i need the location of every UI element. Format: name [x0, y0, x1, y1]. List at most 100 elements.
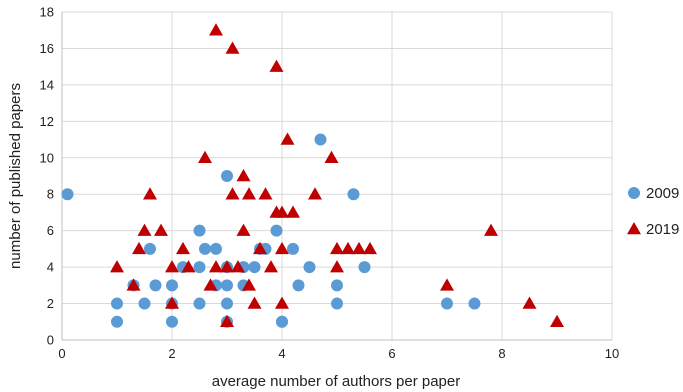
data-point-triangle [275, 241, 289, 255]
data-point-circle [193, 297, 206, 310]
data-point-circle [303, 261, 316, 274]
y-tick-label: 16 [40, 41, 54, 56]
data-point-circle [111, 297, 123, 310]
x-axis-label: average number of authors per paper [212, 373, 461, 390]
data-point-triangle [247, 296, 262, 309]
data-point-triangle [220, 314, 234, 328]
data-point-triangle [225, 187, 240, 200]
data-point-triangle [126, 278, 141, 291]
data-point-triangle [236, 169, 251, 182]
data-point-circle [248, 261, 261, 274]
data-point-circle [166, 315, 178, 328]
data-point-triangle [242, 278, 256, 291]
y-tick-label: 8 [47, 187, 54, 202]
data-point-triangle [132, 241, 146, 255]
data-point-triangle [484, 223, 498, 236]
data-point-circle [210, 242, 222, 255]
data-point-triangle [143, 187, 157, 200]
data-point-triangle [165, 260, 179, 273]
legend-label: 2019 [646, 221, 679, 238]
data-point-circle [111, 315, 123, 328]
x-tick-label: 8 [498, 346, 505, 361]
data-point-triangle [209, 23, 223, 36]
y-tick-label: 0 [47, 333, 54, 348]
data-point-triangle [280, 132, 295, 145]
legend-circle-marker [628, 187, 640, 199]
data-point-triangle [236, 223, 251, 236]
data-point-triangle [275, 296, 289, 309]
data-point-circle [166, 279, 178, 292]
data-point-triangle [220, 260, 234, 273]
data-point-circle [468, 297, 481, 310]
data-point-triangle [440, 278, 454, 291]
data-point-circle [193, 261, 206, 274]
x-tick-labels: 0 2 4 6 8 10 [58, 346, 619, 361]
y-tick-label: 12 [40, 114, 54, 129]
data-point-circle [441, 297, 453, 310]
data-point-triangle [286, 205, 300, 218]
series-2009 [61, 133, 481, 328]
data-point-circle [221, 297, 233, 310]
x-tick-label: 0 [58, 346, 65, 361]
data-point-circle [138, 297, 151, 310]
data-point-triangle [275, 205, 289, 218]
data-point-triangle [176, 241, 190, 255]
data-point-triangle [258, 187, 273, 200]
data-point-triangle [110, 260, 124, 273]
legend-item-2019: 2019 [627, 221, 679, 238]
data-point-circle [61, 188, 74, 201]
data-point-triangle [330, 260, 344, 273]
data-point-circle [276, 315, 288, 328]
legend: 2009 2019 [627, 185, 679, 238]
data-point-circle [221, 170, 233, 182]
data-point-circle [144, 242, 156, 255]
y-axis-label: number of published papers [7, 83, 24, 269]
data-point-triangle [203, 278, 218, 291]
data-point-circle [193, 224, 206, 237]
x-tick-label: 6 [388, 346, 395, 361]
data-point-triangle [324, 150, 339, 164]
y-tick-label: 14 [40, 77, 54, 92]
data-point-circle [287, 242, 299, 255]
x-tick-label: 10 [605, 346, 619, 361]
data-point-circle [292, 279, 305, 292]
data-point-triangle [242, 187, 256, 200]
data-point-triangle [165, 296, 179, 309]
data-point-triangle [253, 241, 267, 255]
gridlines [62, 11, 613, 340]
data-point-triangle [198, 150, 212, 164]
series-2019 [110, 23, 564, 328]
data-points [61, 23, 564, 328]
data-point-circle [199, 242, 211, 255]
y-tick-label: 10 [40, 150, 54, 165]
data-point-triangle [550, 314, 564, 328]
data-point-triangle [269, 59, 284, 72]
data-point-triangle [209, 260, 223, 273]
data-point-circle [331, 297, 343, 310]
data-point-triangle [137, 223, 152, 236]
x-tick-label: 2 [168, 346, 175, 361]
data-point-triangle [363, 241, 377, 255]
data-point-circle [270, 224, 283, 237]
data-point-circle [331, 279, 343, 292]
data-point-circle [347, 188, 360, 201]
y-tick-label: 2 [47, 296, 54, 311]
data-point-circle [314, 133, 327, 146]
data-point-triangle [181, 260, 196, 273]
data-point-circle [149, 279, 162, 292]
legend-label: 2009 [646, 185, 679, 202]
data-point-triangle [264, 260, 278, 273]
legend-item-2009: 2009 [628, 185, 679, 202]
data-point-circle [358, 261, 371, 274]
data-point-triangle [231, 260, 245, 273]
data-point-circle [221, 279, 233, 292]
y-tick-label: 6 [47, 223, 54, 238]
data-point-triangle [352, 241, 366, 255]
y-tick-labels: 0 2 4 6 8 10 12 14 16 18 [40, 5, 54, 348]
axes [61, 12, 612, 341]
x-tick-label: 4 [278, 346, 285, 361]
data-point-triangle [225, 41, 240, 54]
data-point-triangle [341, 241, 355, 255]
data-point-triangle [330, 241, 344, 255]
